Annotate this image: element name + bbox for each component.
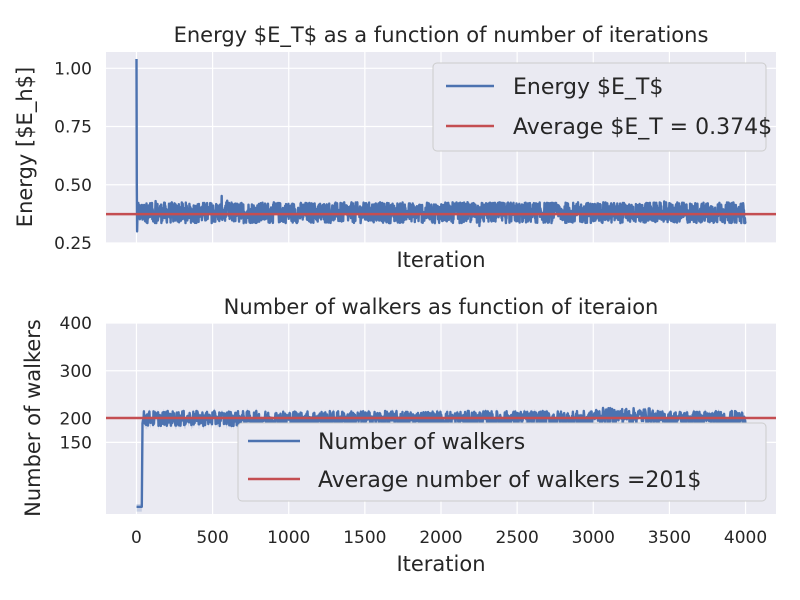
- walkers-x-tick-label: 1500: [343, 528, 386, 548]
- walkers-chart-title: Number of walkers as function of iteraio…: [224, 295, 659, 319]
- energy-legend-label-average: Average $E_T = 0.374$: [513, 115, 772, 140]
- energy-legend: Energy $E_T$ Average $E_T = 0.374$: [432, 62, 772, 152]
- walkers-x-tick-label: 4000: [724, 528, 767, 548]
- energy-y-tick-label: 0.25: [54, 234, 92, 254]
- walkers-x-tick-label: 500: [196, 528, 228, 548]
- walkers-x-tick-label: 3000: [572, 528, 615, 548]
- energy-chart-title: Energy $E_T$ as a function of number of …: [174, 23, 709, 48]
- walkers-legend-label-walkers: Number of walkers: [318, 430, 525, 455]
- energy-y-axis-label: Energy [$E_h$]: [13, 67, 38, 227]
- walkers-y-tick-label: 300: [60, 362, 92, 382]
- energy-y-tick-label: 1.00: [54, 59, 92, 79]
- energy-x-axis-label: Iteration: [396, 248, 485, 272]
- walkers-chart: 150 200 300 400 0 500 1000 1500 2000 2500 3000 350…: [21, 295, 776, 576]
- energy-y-tick-label: 0.75: [54, 118, 92, 138]
- energy-y-tick-label: 0.50: [54, 176, 92, 196]
- walkers-y-tick-label: 150: [60, 433, 92, 453]
- walkers-y-axis-label: Number of walkers: [21, 319, 45, 517]
- walkers-x-tick-label: 2000: [419, 528, 462, 548]
- walkers-legend-box: [237, 422, 767, 502]
- walkers-x-tick-label: 1000: [267, 528, 310, 548]
- walkers-legend: Number of walkers Average number of walk…: [237, 422, 767, 502]
- walkers-x-tick-label: 3500: [648, 528, 691, 548]
- walkers-legend-label-average: Average number of walkers =201$: [318, 468, 701, 493]
- energy-legend-box: [432, 62, 767, 152]
- energy-legend-label-energy: Energy $E_T$: [513, 75, 663, 100]
- walkers-x-tick-label: 2500: [496, 528, 539, 548]
- energy-chart: 0.25 0.50 0.75 1.00 Energy $E_T$ as a funct…: [13, 23, 776, 272]
- energy-series-line: [135, 58, 747, 233]
- walkers-x-tick-label: 0: [131, 528, 142, 548]
- walkers-y-tick-label: 400: [60, 314, 92, 334]
- walkers-y-tick-label: 200: [60, 410, 92, 430]
- walkers-x-axis-label: Iteration: [396, 552, 485, 576]
